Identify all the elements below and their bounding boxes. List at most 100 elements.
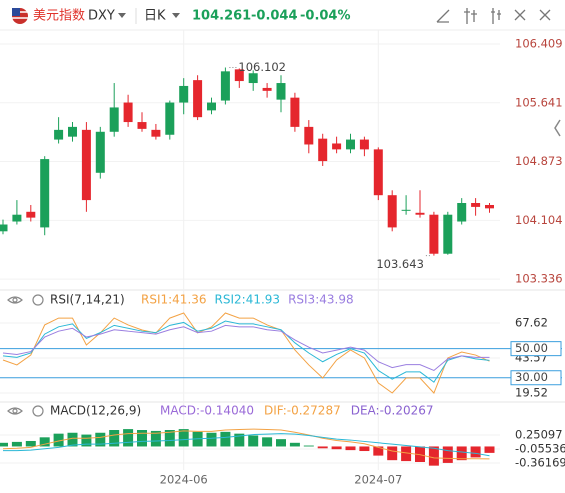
max-label: 106.102 [238,60,286,74]
gear-icon[interactable] [32,405,44,417]
ref-label-box [510,341,562,357]
candle-body [276,83,286,100]
macd-bar [428,446,439,466]
candle-body [471,203,481,207]
macd-bar [262,437,273,447]
draw-tool-icon[interactable] [436,9,450,23]
candle-body [401,209,411,211]
instrument-code[interactable]: DXY [88,9,115,24]
candle-body [234,69,244,82]
ref-label-box [510,370,562,386]
change: -0.044 [251,9,298,24]
x-tick-label: 2024-06 [160,473,208,487]
candle-body [109,107,119,132]
macd-bar [220,431,231,447]
candle-body [332,143,342,150]
macd-bar [67,432,78,447]
y-tick-label: 19.52 [515,385,548,399]
macd-bar [178,429,189,447]
x-tick-label: 2024-07 [354,473,402,487]
candle-body [415,212,425,215]
ref-label: 50.00 [515,341,548,355]
flag-icon [12,8,28,24]
y-tick-label: 105.641 [515,95,563,109]
macd-bar [206,432,217,447]
candle-body [290,97,300,127]
macd-bar [276,439,286,447]
indicator-icon[interactable] [464,8,477,24]
candle-body [359,139,369,150]
macd-bar [248,435,259,447]
macd-bar [164,430,175,447]
ref-label: 30.00 [515,370,548,384]
macd-bar [470,446,481,458]
candle-body [137,122,147,129]
macd-bar [401,446,412,462]
macd-bar [442,446,453,463]
candle-body [262,87,272,91]
macd-bar [484,446,495,453]
candle-body [485,204,494,209]
candle-body [248,73,258,84]
fullscreen-icon[interactable] [514,9,526,21]
macd-bar [137,430,147,447]
legend-entry: DIF:-0.27287 [264,404,341,418]
macd-bar [25,440,36,447]
macd-bar [81,434,92,447]
candle-body [40,159,50,228]
panel-title: RSI(7,14,21) [50,293,125,307]
candle-body [373,149,383,196]
candle-body [151,129,161,137]
candle-body [12,214,22,222]
min-label: 103.643 [376,257,424,271]
y-tick-label: -0.05536 [515,441,565,455]
legend-entry: RSI1:41.36 [141,293,207,307]
y-tick-label: 106.409 [515,37,563,51]
eye-icon[interactable] [7,296,23,304]
gear-icon[interactable] [32,294,44,306]
candle-body [123,102,133,123]
macd-bar [387,446,398,461]
candle-body [346,139,355,150]
candle-body [387,195,397,228]
macd-bar [456,446,467,461]
macd-bar [289,442,300,447]
y-tick-label: 103.336 [515,272,563,286]
candle-body [179,85,189,103]
y-tick-label: 104.873 [515,154,563,168]
macd-bar [345,446,356,451]
settings-icon[interactable] [491,8,501,24]
macd-bar [234,433,245,447]
legend-entry: DEA:-0.20267 [351,404,434,418]
candle-body [207,102,216,111]
macd-bar [109,430,120,447]
macd-bar [53,433,64,447]
candle-body [54,129,64,140]
instrument-name: 美元指数 [33,9,85,24]
side-arrow[interactable] [554,119,561,137]
close-icon[interactable] [539,9,551,21]
candle-body [81,129,91,201]
candle-body [68,126,77,137]
macd-bar [150,430,161,447]
dropdown-arrow[interactable] [118,13,126,18]
candle-body [304,126,314,145]
period[interactable]: 日K [144,9,166,24]
legend-entry: RSI3:43.98 [288,293,354,307]
macd-bar [373,446,384,456]
candle-body [165,102,175,135]
macd-bar [11,441,22,447]
candle-body [318,138,328,162]
price: 104.261 [192,9,251,24]
candle-body [95,131,105,173]
legend-entry: RSI2:41.93 [215,293,281,307]
change-pct: -0.04% [300,9,351,24]
macd-line [2,428,490,460]
candle-body [0,224,8,232]
macd-bar [39,437,50,447]
y-tick-label: 67.62 [515,316,548,330]
dropdown-arrow[interactable] [172,13,180,18]
legend-entry: MACD:-0.14040 [160,404,254,418]
eye-icon[interactable] [7,407,23,415]
